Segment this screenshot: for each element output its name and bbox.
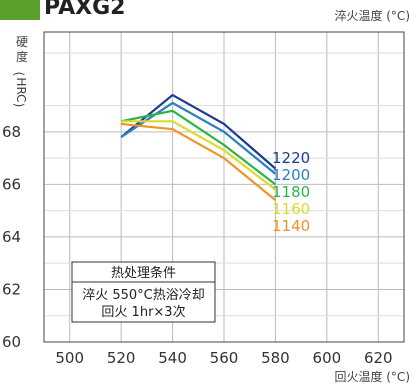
- chart-grid: [44, 32, 404, 343]
- y-axis-title: 硬 度 ( HRC ): [12, 35, 28, 107]
- series-line-1140: [121, 122, 277, 201]
- annotation-temper-condition: 回火 1hr×3次: [101, 304, 185, 320]
- annotation-box-frame: [71, 261, 216, 323]
- header-title: PAXG2: [44, 0, 125, 20]
- series-line-1160: [121, 120, 277, 191]
- x-tick-label: 520: [107, 349, 136, 367]
- annotation-box: 热处理条件 淬火 550°C热浴冷却 回火 1hr×3次: [71, 261, 216, 323]
- legend-entry-1200: 1200: [272, 166, 310, 184]
- series-line-1200: [120, 101, 277, 175]
- x-tick-label: 620: [364, 349, 393, 367]
- y-axis-title-char: (: [12, 72, 26, 77]
- y-axis-title-char: 度: [16, 49, 28, 64]
- legend-entry-1220: 1220: [272, 149, 310, 167]
- x-tick-label: 580: [261, 349, 290, 367]
- legend-entry-1180: 1180: [272, 183, 310, 201]
- y-tick-label: 62: [2, 280, 21, 298]
- x-axis-ticks: 500 520 540 560 580 600 620: [55, 349, 392, 367]
- x-tick-label: 540: [158, 349, 187, 367]
- y-axis-ticks: 60 62 64 66 68: [2, 123, 21, 351]
- x-tick-label: 560: [210, 349, 239, 367]
- legend-entry-1160: 1160: [272, 200, 310, 218]
- y-axis-title-char: 硬: [16, 35, 28, 49]
- x-tick-label: 500: [55, 349, 84, 367]
- y-tick-label: 66: [2, 175, 21, 193]
- y-tick-label: 68: [2, 123, 21, 141]
- x-axis-title: 回火温度 (°C): [334, 369, 410, 384]
- y-tick-label: 60: [2, 333, 21, 351]
- y-axis-title-char: HRC: [14, 77, 28, 102]
- plot-frame: [43, 31, 405, 343]
- y-tick-label: 64: [2, 228, 21, 246]
- header-logo: [0, 0, 40, 20]
- legend-entry-1140: 1140: [272, 217, 310, 235]
- x-tick-label: 600: [313, 349, 342, 367]
- annotation-box-title: 热处理条件: [111, 265, 176, 281]
- series-lines: [120, 93, 277, 201]
- quench-temperature-label: 淬火温度 (°C): [334, 8, 410, 23]
- y-axis-title-char: ): [12, 103, 26, 108]
- series-line-1180: [120, 109, 277, 186]
- annotation-quench-condition: 淬火 550°C热浴冷却: [82, 288, 205, 303]
